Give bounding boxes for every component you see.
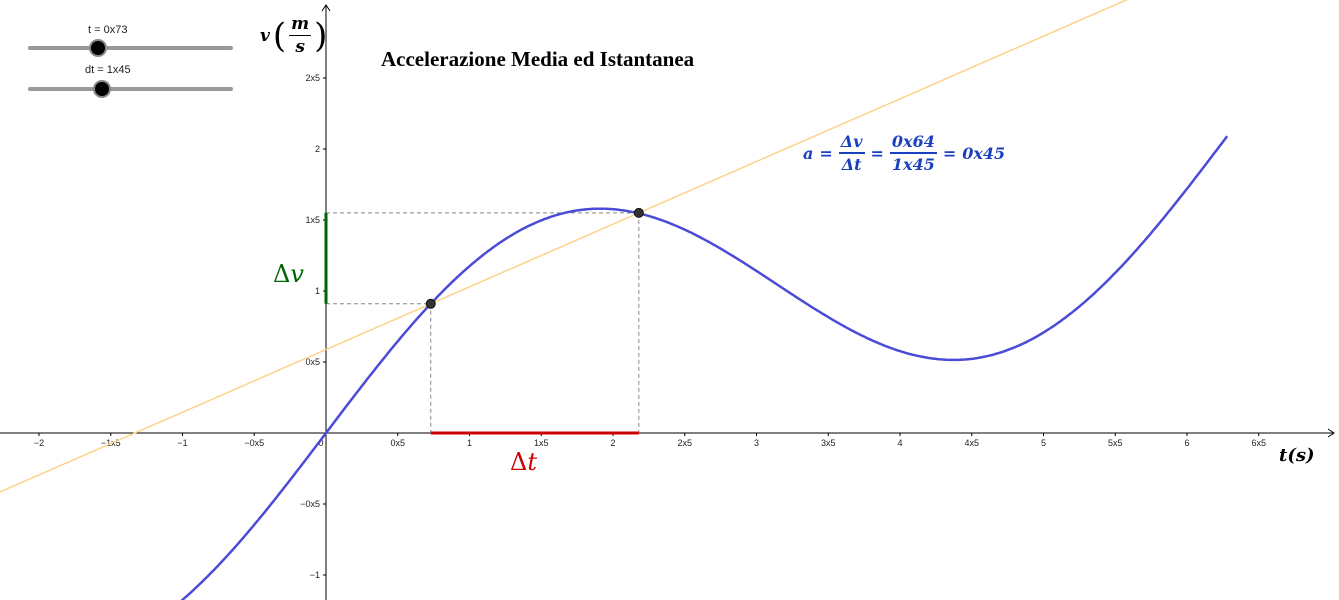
x-tick-label: 6x5 bbox=[1251, 438, 1266, 448]
point-p1[interactable] bbox=[425, 298, 436, 309]
x-tick-label: 1 bbox=[467, 438, 472, 448]
slider-dt-track[interactable] bbox=[28, 87, 233, 91]
frac2-num: 0x64 bbox=[889, 132, 937, 154]
slider-t-label: t = 0x73 bbox=[88, 24, 128, 36]
equals: = bbox=[870, 143, 884, 163]
delta-t-label: Δt bbox=[510, 448, 537, 476]
x-tick-label: 6 bbox=[1184, 438, 1189, 448]
slider-t-track[interactable] bbox=[28, 46, 233, 50]
x-tick-label: 4 bbox=[897, 438, 902, 448]
equals: = bbox=[819, 143, 833, 163]
point-p2[interactable] bbox=[633, 207, 644, 218]
unit-num: m bbox=[289, 14, 312, 36]
formula-frac-numeric: 0x64 1x45 bbox=[889, 132, 937, 174]
equals: = bbox=[942, 143, 957, 163]
unit-den: s bbox=[295, 37, 305, 57]
x-tick-label: 5 bbox=[1041, 438, 1046, 448]
x-tick-label: 1x5 bbox=[534, 438, 549, 448]
velocity-curve[interactable] bbox=[168, 135, 1229, 600]
slider-dt-label: dt = 1x45 bbox=[85, 64, 131, 76]
formula-lhs: a bbox=[803, 143, 814, 163]
x-tick-label: −0x5 bbox=[244, 438, 264, 448]
y-tick-label: 0x5 bbox=[305, 357, 320, 367]
frac1-den: Δt bbox=[841, 155, 862, 174]
x-tick-label: 2 bbox=[610, 438, 615, 448]
paren-close: ) bbox=[314, 15, 328, 56]
delta-symbol: Δ bbox=[273, 260, 291, 288]
y-axis-var: v bbox=[260, 25, 270, 46]
x-tick-label: 0x5 bbox=[390, 438, 405, 448]
formula-result: 0x45 bbox=[962, 143, 1006, 163]
frac2-den: 1x45 bbox=[891, 155, 935, 174]
axes: −2 −1x5 −1 −0x5 0 0x5 1 1x5 2 2x5 3 3x5 4 4x5 5 5x5 6 6x5… bbox=[0, 4, 1335, 600]
x-tick-label: 3x5 bbox=[821, 438, 836, 448]
y-tick-label: 1x5 bbox=[305, 215, 320, 225]
acceleration-formula: a = Δv Δt = 0x64 1x45 = 0x45 bbox=[803, 132, 1005, 174]
slider-dt[interactable] bbox=[28, 82, 233, 96]
x-axis-label: t(s) bbox=[1279, 445, 1315, 466]
dashed-guides bbox=[326, 212, 640, 433]
x-tick-label: 4x5 bbox=[964, 438, 979, 448]
secant-line bbox=[0, 0, 1129, 493]
delta-v-label: Δv bbox=[273, 260, 304, 288]
x-tick-label: 2x5 bbox=[677, 438, 692, 448]
y-tick-label: 2 bbox=[315, 144, 320, 154]
y-tick-label: −1 bbox=[310, 570, 320, 580]
y-axis-label: v ( m s ) bbox=[260, 14, 327, 57]
chart-title: Accelerazione Media ed Istantanea bbox=[381, 47, 695, 71]
delta-v-var: v bbox=[290, 260, 304, 288]
slider-dt-knob[interactable] bbox=[94, 82, 109, 96]
slider-t[interactable] bbox=[28, 41, 233, 55]
x-tick-label: −2 bbox=[34, 438, 44, 448]
delta-t-var: t bbox=[527, 448, 537, 476]
x-tick-label: 0 bbox=[318, 438, 323, 448]
y-tick-label: 2x5 bbox=[305, 73, 320, 83]
paren-open: ( bbox=[272, 15, 287, 56]
frac1-num: Δv bbox=[838, 132, 865, 154]
y-tick-label: −0x5 bbox=[300, 499, 320, 509]
formula-frac-symbolic: Δv Δt bbox=[838, 132, 865, 174]
points[interactable] bbox=[425, 207, 644, 309]
slider-t-knob[interactable] bbox=[90, 41, 105, 55]
x-tick-label: 5x5 bbox=[1108, 438, 1123, 448]
delta-symbol: Δ bbox=[510, 448, 528, 476]
y-tick-label: 1 bbox=[315, 286, 320, 296]
x-tick-label: −1 bbox=[177, 438, 187, 448]
x-tick-label: 3 bbox=[754, 438, 759, 448]
unit-fraction: m s bbox=[289, 14, 312, 57]
